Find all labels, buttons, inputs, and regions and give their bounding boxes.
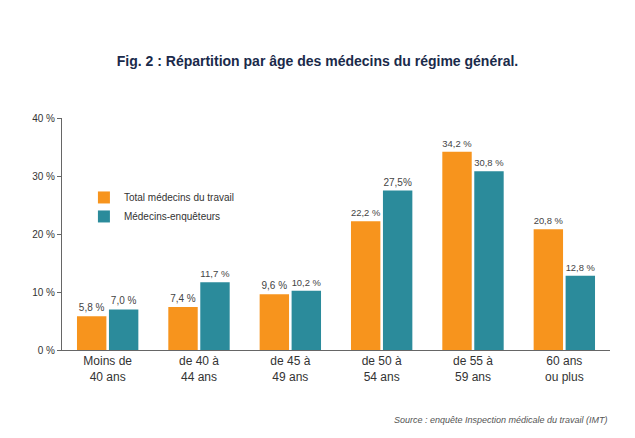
svg-text:20,8 %: 20,8 %: [534, 215, 564, 226]
svg-text:7,4 %: 7,4 %: [170, 293, 196, 304]
svg-text:5,8 %: 5,8 %: [79, 302, 105, 313]
svg-text:34,2 %: 34,2 %: [442, 138, 472, 149]
svg-text:Fig. 2 : Répartition par âge d: Fig. 2 : Répartition par âge des médecin…: [117, 53, 518, 69]
svg-text:12,8 %: 12,8 %: [566, 262, 596, 273]
svg-text:de 45 à49 ans: de 45 à49 ans: [270, 354, 310, 384]
svg-text:Moins de40 ans: Moins de40 ans: [83, 354, 132, 384]
svg-text:11,7 %: 11,7 %: [200, 268, 230, 279]
svg-text:de 50 à54 ans: de 50 à54 ans: [362, 354, 402, 384]
svg-text:22,2 %: 22,2 %: [351, 207, 381, 218]
svg-text:Médecins-enquêteurs: Médecins-enquêteurs: [124, 211, 220, 222]
svg-text:7,0 %: 7,0 %: [111, 295, 137, 306]
svg-text:60 ansou plus: 60 ansou plus: [545, 354, 584, 384]
svg-text:30 %: 30 %: [32, 171, 55, 182]
svg-text:40 %: 40 %: [32, 113, 55, 124]
svg-text:Total médecins du travail: Total médecins du travail: [124, 192, 234, 203]
svg-text:Source : enquête Inspection mé: Source : enquête Inspection médicale du …: [394, 415, 608, 425]
svg-text:de 55 à59 ans: de 55 à59 ans: [453, 354, 493, 384]
svg-text:10,2 %: 10,2 %: [292, 277, 322, 288]
svg-text:27,5%: 27,5%: [383, 177, 411, 188]
svg-text:10 %: 10 %: [32, 287, 55, 298]
svg-text:de 40 à44 ans: de 40 à44 ans: [179, 354, 219, 384]
svg-text:30,8 %: 30,8 %: [474, 157, 504, 168]
svg-text:9,6 %: 9,6 %: [262, 280, 288, 291]
svg-text:20 %: 20 %: [32, 229, 55, 240]
svg-text:0 %: 0 %: [38, 345, 55, 356]
